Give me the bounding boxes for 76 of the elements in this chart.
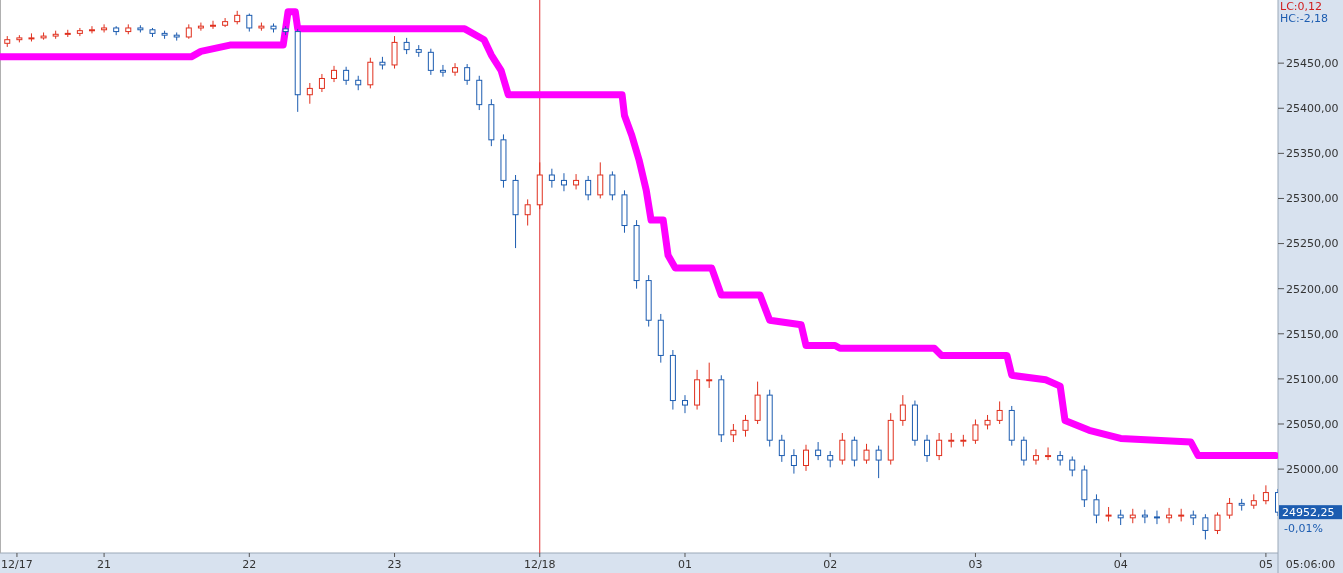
candlestick: [210, 20, 216, 30]
candlestick: [427, 48, 434, 76]
candlestick: [790, 448, 797, 475]
candlestick: [924, 434, 931, 463]
text: 05:06:00: [1285, 558, 1336, 571]
x-tick-label: 04: [1113, 558, 1128, 571]
candlestick: [899, 394, 906, 427]
candlestick: [439, 64, 446, 78]
candlestick: [972, 418, 979, 445]
candlestick: [197, 22, 204, 32]
candlestick: [681, 394, 688, 414]
x-tick-label: 01: [677, 558, 692, 571]
x-tick-label: 05: [1258, 558, 1273, 571]
candlestick: [706, 362, 713, 389]
candlestick: [1262, 484, 1269, 505]
text: LC:0,12: [1280, 0, 1323, 13]
x-tick-label: 02: [823, 558, 838, 571]
candlestick: [778, 434, 785, 463]
x-tick-label: 21: [97, 558, 112, 571]
candlestick: [573, 173, 580, 190]
text: -0,01%: [1284, 522, 1323, 536]
candlestick: [246, 13, 253, 33]
candlestick: [101, 23, 108, 33]
candlestick: [1032, 448, 1039, 466]
y-tick-label: 25100,00: [1286, 372, 1339, 386]
candlestick: [452, 62, 459, 77]
candlestick: [318, 73, 325, 93]
candlestick: [597, 161, 604, 199]
candlestick: [367, 57, 374, 89]
candlestick: [88, 25, 95, 34]
candlestick: [730, 423, 737, 443]
candlestick: [839, 432, 846, 466]
candlestick: [742, 414, 749, 438]
y-tick-label: 25150,00: [1286, 327, 1339, 341]
y-tick-label: 25000,00: [1286, 462, 1339, 476]
candlestick: [1202, 513, 1209, 540]
x-tick-label: 23: [387, 558, 402, 571]
y-tick-label: 25050,00: [1286, 417, 1339, 431]
y-tick-label: 25350,00: [1286, 147, 1339, 161]
candlestick: [548, 168, 555, 189]
candlestick: [803, 444, 810, 472]
candlestick: [851, 436, 858, 467]
candlestick: [936, 432, 943, 461]
candlestick: [306, 82, 313, 105]
candlestick: [391, 35, 398, 70]
x-tick-label: 03: [968, 558, 983, 571]
y-tick-label: 25300,00: [1286, 192, 1339, 206]
candlestick: [76, 27, 83, 37]
candlestick: [863, 443, 870, 465]
y-tick-label: 25250,00: [1286, 237, 1339, 251]
candlestick: [815, 441, 822, 461]
candlestick: [1141, 509, 1148, 524]
candlestick: [875, 445, 882, 479]
x-tick-label: 12/17: [1, 558, 33, 571]
candlestick: [560, 172, 567, 192]
candlestick: [1214, 511, 1221, 535]
candlestick: [585, 175, 592, 201]
text: 24952,25: [1282, 506, 1335, 520]
candlestick: [1020, 436, 1027, 466]
candlestick: [1045, 446, 1052, 461]
candlestick: [524, 198, 531, 227]
candlestick: [1166, 507, 1173, 524]
y-tick-label: 25200,00: [1286, 282, 1339, 296]
candlestick: [1153, 510, 1160, 525]
y-tick-label: 25400,00: [1286, 102, 1339, 116]
candlestick: [1093, 493, 1100, 524]
x-tick-label: 22: [242, 558, 257, 571]
text: HC:-2,18: [1280, 12, 1329, 25]
candlestick: [464, 63, 471, 86]
candlestick: [609, 170, 616, 201]
candlestick: [1069, 455, 1076, 477]
candlestick: [343, 66, 350, 86]
y-tick-label: 25450,00: [1286, 57, 1339, 70]
candlestick: [1226, 497, 1233, 520]
x-tick-label: 12/18: [523, 558, 556, 571]
candlestick: [996, 400, 1003, 425]
